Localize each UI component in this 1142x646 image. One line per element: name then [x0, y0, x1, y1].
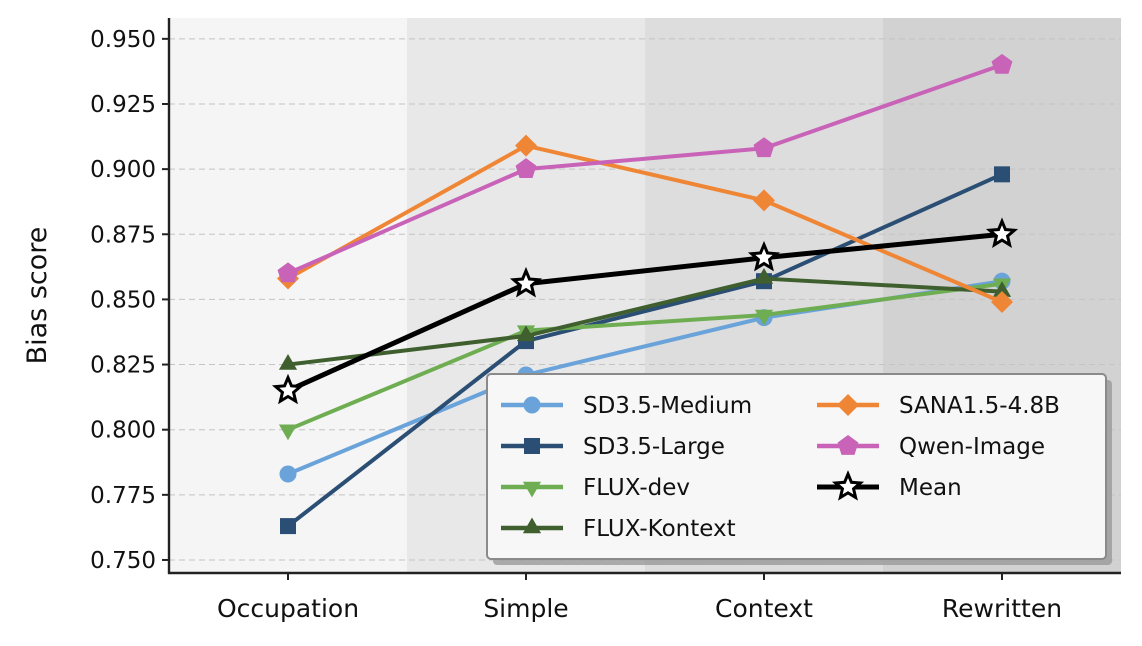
- legend-box: [486, 373, 1107, 560]
- series-line: [286, 172, 1004, 529]
- legend-marker: [831, 470, 865, 501]
- y-tick-label: 0.775: [90, 483, 156, 509]
- data-point-marker: [509, 266, 543, 298]
- series-line: [286, 281, 1004, 432]
- data-point-marker: [754, 309, 774, 326]
- data-point-marker: [277, 262, 299, 283]
- legend: SD3.5-Medium SD3.5-Large FLUX-dev FLUX-Kont…: [486, 373, 1112, 565]
- data-point-marker: [515, 134, 537, 157]
- data-point-marker: [754, 268, 774, 284]
- data-point-marker: [747, 240, 781, 272]
- legend-entry: FLUX-Kontext: [501, 516, 736, 542]
- legend-entry: Mean: [817, 470, 962, 501]
- legend-marker: [837, 435, 859, 455]
- y-tick-label: 0.825: [90, 353, 156, 379]
- data-point-marker: [994, 166, 1010, 183]
- y-tick-label: 0.800: [90, 418, 156, 444]
- legend-label: Qwen-Image: [899, 434, 1045, 460]
- data-point-marker: [992, 281, 1012, 297]
- y-tick-label: 0.950: [90, 27, 156, 53]
- x-ticks: Occupation Simple Context Rewritten: [217, 573, 1062, 623]
- data-point-marker: [280, 518, 296, 535]
- data-point-marker: [991, 53, 1013, 74]
- series-line: [285, 231, 1005, 394]
- legend-label: FLUX-dev: [583, 475, 690, 501]
- series-line: [286, 62, 1004, 276]
- data-point-marker: [278, 354, 298, 370]
- x-tick-label: Rewritten: [942, 594, 1062, 623]
- series-qwen-image: [277, 53, 1013, 283]
- axes: [167, 18, 1121, 575]
- series-lines: [271, 53, 1019, 535]
- legend-label: SD3.5-Medium: [583, 393, 752, 419]
- series-line: [286, 276, 1004, 367]
- data-point-marker: [279, 465, 297, 483]
- y-axis-title: Bias score: [22, 227, 53, 365]
- y-tick-label: 0.750: [90, 548, 156, 574]
- x-tick-label: Simple: [483, 594, 568, 623]
- legend-marker: [524, 438, 540, 454]
- data-point-marker: [985, 217, 1019, 248]
- data-point-marker: [515, 158, 537, 179]
- background-band: [169, 18, 407, 573]
- x-tick-label: Occupation: [217, 594, 359, 623]
- data-point-marker: [753, 137, 775, 158]
- legend-label: SD3.5-Large: [583, 434, 725, 460]
- y-tick-label: 0.850: [90, 287, 156, 313]
- legend-marker: [837, 394, 859, 416]
- series-flux-kontext: [278, 268, 1012, 370]
- series-line: [286, 143, 1004, 305]
- legend-label: FLUX-Kontext: [583, 516, 736, 542]
- y-tick-label: 0.875: [90, 222, 156, 248]
- data-point-marker: [271, 373, 305, 405]
- data-point-marker: [753, 189, 775, 212]
- data-point-marker: [991, 291, 1013, 314]
- legend-entry: SD3.5-Medium: [501, 393, 752, 419]
- legend-entry: FLUX-dev: [501, 475, 690, 501]
- legend-label: Mean: [899, 475, 962, 501]
- y-ticks: 0.750 0.775 0.800 0.825 0.850 0.875 0.900 0.925…: [90, 27, 169, 574]
- y-tick-label: 0.900: [90, 157, 156, 183]
- data-point-marker: [516, 325, 536, 342]
- legend-marker: [522, 517, 542, 534]
- data-point-marker: [278, 424, 298, 441]
- legend-entry: Qwen-Image: [817, 434, 1045, 460]
- series-mean: [271, 217, 1019, 405]
- legend-marker: [523, 396, 541, 414]
- y-tick-label: 0.925: [90, 92, 156, 118]
- legend-marker: [522, 481, 542, 498]
- legend-entry: SD3.5-Large: [501, 434, 725, 460]
- legend-entry: SANA1.5-4.8B: [817, 393, 1060, 419]
- legend-label: SANA1.5-4.8B: [899, 393, 1060, 419]
- x-tick-label: Context: [715, 594, 813, 623]
